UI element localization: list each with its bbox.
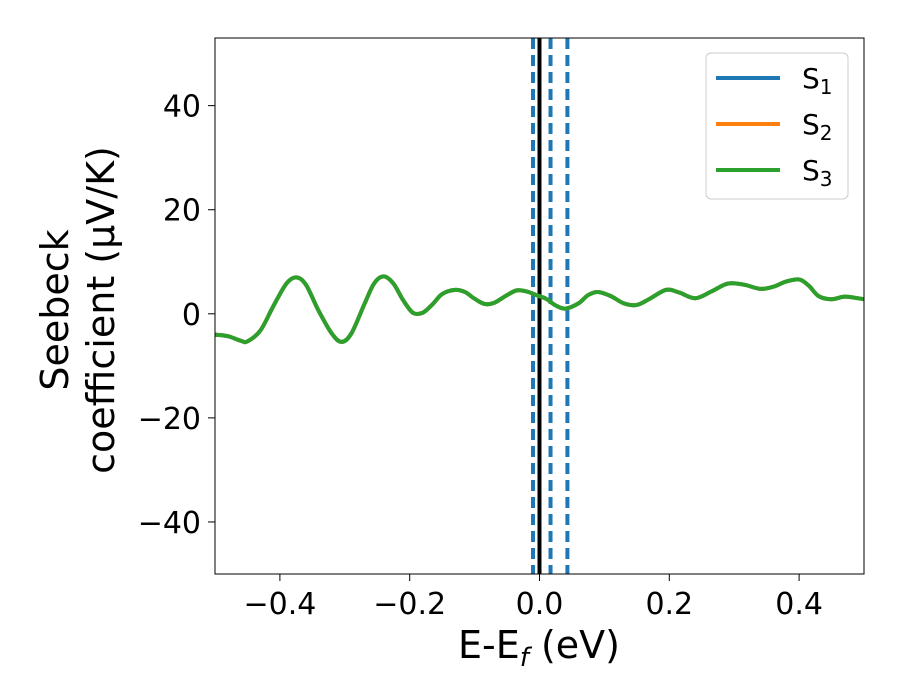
x-tick-label: 0.0	[516, 587, 564, 622]
x-tick-label: 0.4	[775, 587, 823, 622]
series-line-s3	[215, 274, 864, 345]
y-tick-label: 40	[163, 90, 201, 125]
x-tick-label: −0.4	[243, 587, 316, 622]
y-tick-label: 0	[182, 298, 201, 333]
legend: S1 S2 S3	[705, 52, 849, 200]
x-tick-label: 0.2	[645, 587, 693, 622]
y-tick-label: 20	[163, 194, 201, 229]
legend-label-2: S2	[802, 108, 833, 145]
y-axis-label-line1: Seebeck	[33, 229, 77, 390]
y-tick-label: −20	[138, 402, 201, 437]
y-axis-label-line2: coefficient (μV/K)	[79, 146, 123, 474]
x-axis-label: E-Ef (eV)	[458, 623, 620, 673]
legend-label-3: S3	[802, 154, 833, 191]
y-tick-label: −40	[138, 506, 201, 541]
x-tick-label: −0.2	[373, 587, 446, 622]
legend-label-1: S1	[802, 62, 833, 99]
